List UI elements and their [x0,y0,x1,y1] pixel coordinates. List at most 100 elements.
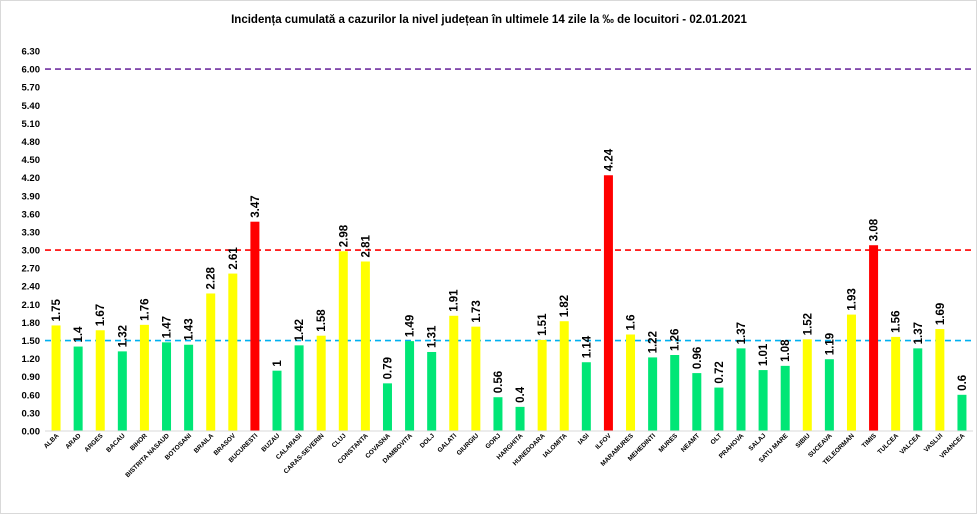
x-tick-label: SIBIU [794,432,811,449]
threshold-lines [45,68,973,342]
data-label: 4.24 [603,148,615,171]
bar [515,406,525,431]
y-tick-label: 0.60 [22,390,41,401]
bar [405,341,415,431]
y-axis: 0.00 0.30 0.60 0.90 1.20 1.50 1.80 2.10 2.40 2.70… [22,47,41,438]
bar [736,348,746,431]
data-label: 1.58 [316,309,328,332]
bar [648,357,658,431]
bar [272,370,282,431]
x-tick-label: TULCEA [876,432,900,456]
y-tick-label: 0.00 [22,427,41,438]
data-label: 0.96 [692,347,704,369]
bar [802,339,812,431]
data-label: 1.4 [73,326,85,343]
x-tick-label: BIHOR [129,432,149,452]
x-tick-label: MURES [658,432,680,454]
bar [603,175,613,431]
bar [692,373,702,431]
data-label: 2.28 [206,266,218,289]
data-label: 1.32 [117,325,129,347]
bar [184,344,194,431]
x-tick-label: SALAJ [747,432,767,452]
bar [891,336,901,431]
data-label: 1.14 [581,335,593,358]
x-tick-label: TIMIS [861,432,879,450]
data-label: 1.43 [184,318,196,340]
data-label: 1.37 [913,322,925,344]
y-tick-label: 3.60 [22,209,41,220]
bar [581,362,591,431]
x-tick-label: CLUJ [331,432,348,449]
x-tick-label: OLT [710,432,724,446]
bar [206,293,216,431]
data-label: 3.47 [250,195,262,217]
y-tick-label: 5.70 [22,83,41,94]
data-label: 2.81 [360,235,372,258]
x-tick-label: ALBA [43,432,61,450]
bar [382,383,392,431]
data-label: 1.49 [405,315,417,337]
data-labels: 1.75 1.4 1.67 1.32 1.76 1.47 1.43 2.28 2.61 3.47 1… [51,148,969,403]
bar [869,245,879,431]
data-label: 0.4 [515,386,527,403]
data-label: 1.82 [559,295,571,317]
data-label: 1.6 [626,314,638,330]
data-label: 1.52 [802,313,814,335]
data-label: 3.08 [869,218,881,241]
y-tick-label: 0.90 [22,372,41,383]
bar [316,335,326,431]
data-label: 2.98 [338,224,350,247]
y-tick-label: 5.10 [22,119,41,130]
bar [758,370,768,431]
bar [338,251,348,431]
x-tick-label: GALATI [436,432,458,454]
x-tick-label: ARAD [64,432,82,450]
bar [471,326,481,431]
data-label: 0.79 [382,357,394,379]
bar [559,321,569,431]
bar [95,330,105,431]
bar [449,315,459,431]
data-label: 1.73 [471,300,483,322]
y-tick-label: 6.00 [22,65,41,76]
data-label: 0.56 [493,371,505,393]
bar [626,334,636,431]
bar [73,346,83,431]
bar [493,397,503,431]
bar [913,348,923,431]
y-tick-label: 4.50 [22,155,41,166]
x-tick-label: BUZAU [260,432,281,453]
x-tick-label: CARAS-SEVERIN [283,432,326,475]
data-label: 1.01 [758,343,770,366]
x-tick-label: IALOMITA [542,432,569,459]
bar [51,325,61,431]
y-tick-label: 1.50 [22,336,41,347]
y-tick-label: 3.00 [22,246,41,257]
y-tick-label: 2.70 [22,264,41,275]
data-label: 1.67 [95,304,107,326]
bar [294,345,304,431]
x-tick-label: ILFOV [594,432,613,451]
bar [824,359,834,431]
y-tick-label: 1.80 [22,318,41,329]
x-tick-label: GIURGIU [456,432,481,457]
y-tick-label: 2.10 [22,300,41,311]
bar [714,387,724,431]
data-label: 1.56 [891,311,903,333]
data-label: 1.22 [648,331,660,353]
x-tick-label: NEAMT [680,432,701,453]
data-label: 1.91 [449,289,461,312]
x-tick-label: ARGES [83,432,105,454]
data-label: 1.93 [846,288,858,310]
y-tick-label: 3.90 [22,191,41,202]
y-tick-label: 5.40 [22,101,41,112]
data-label: 0.6 [957,375,969,391]
data-label: 1.26 [670,329,682,351]
bar [250,221,260,431]
bar [935,329,945,431]
data-label: 1.51 [537,313,549,336]
chart-title: Incidența cumulată a cazurilor la nivel … [231,14,747,26]
bars [51,175,967,431]
